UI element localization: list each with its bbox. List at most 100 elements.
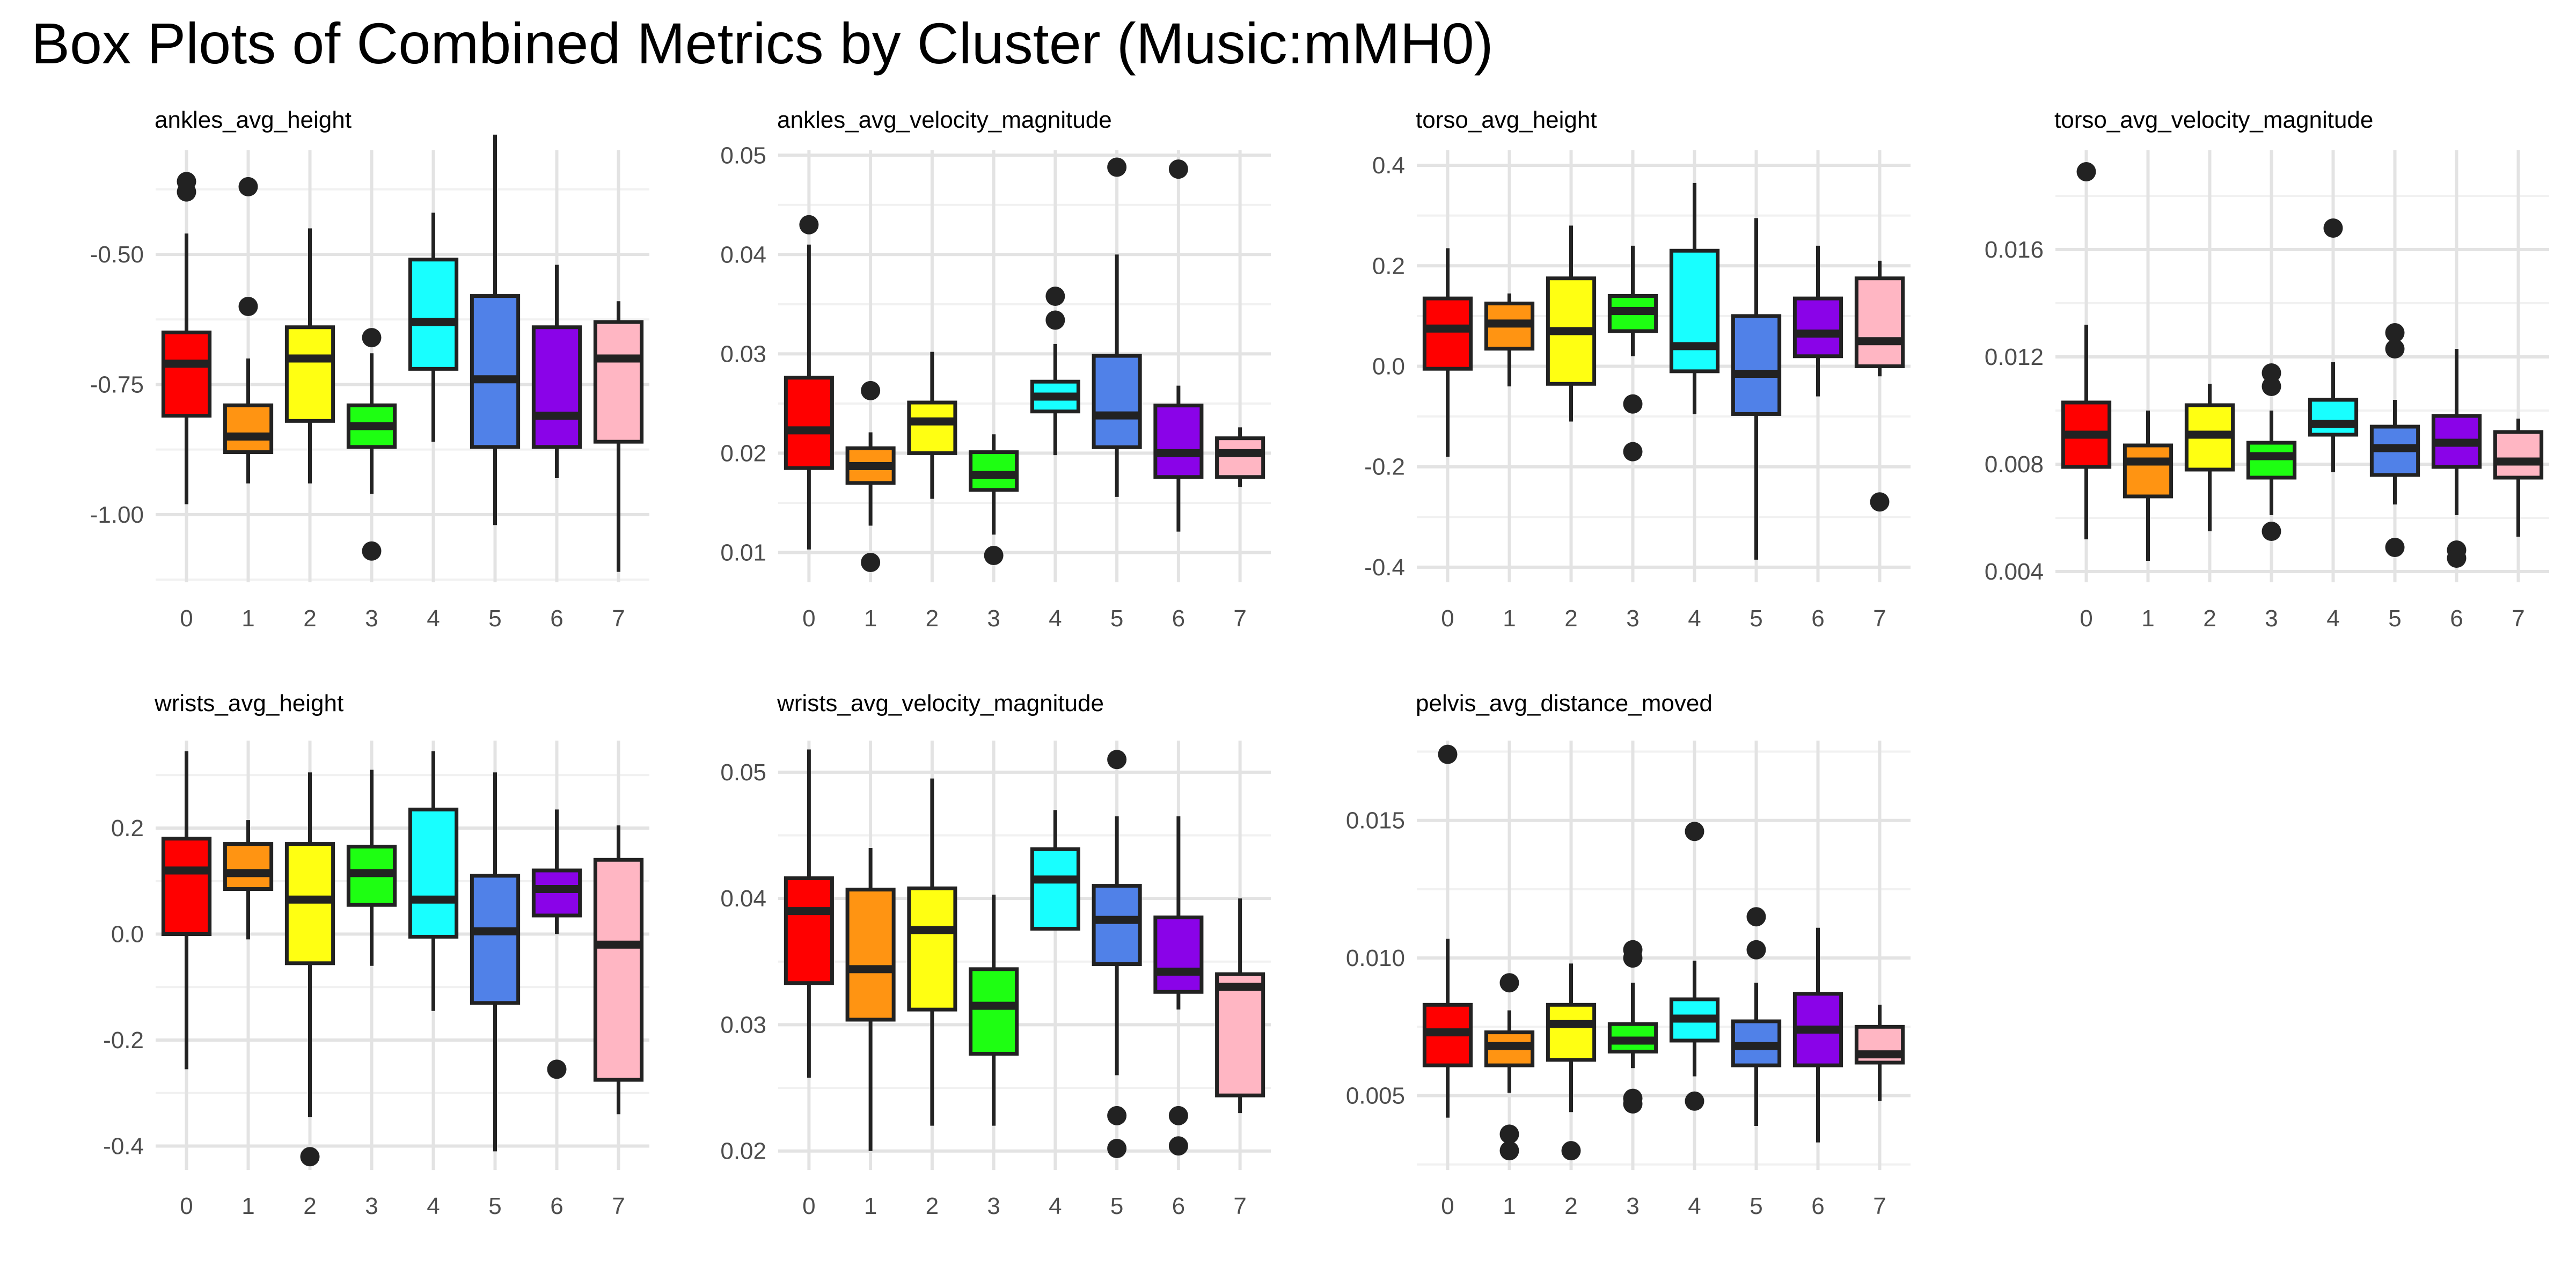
outlier-point <box>1107 750 1127 770</box>
x-tick-label: 6 <box>2450 605 2463 632</box>
x-tick-label: 6 <box>550 605 563 632</box>
box-body <box>161 837 212 936</box>
box-body <box>2308 398 2359 437</box>
box-body <box>1792 296 1843 358</box>
box-cluster-3 <box>2246 363 2297 541</box>
panel-title: wrists_avg_velocity_magnitude <box>777 690 1104 716</box>
panel-wrists_avg_height: wrists_avg_height -0.4 -0.2 0.0 0.2 0 1 2 3 4 5 6 7 <box>103 690 649 1219</box>
box-cluster-7 <box>2493 419 2544 537</box>
outlier-point <box>1107 1139 1127 1158</box>
x-tick-label: 5 <box>1750 1193 1762 1219</box>
box-cluster-6 <box>1792 927 1843 1143</box>
box-body <box>907 400 957 455</box>
box-body <box>161 330 212 418</box>
box-cluster-4 <box>1669 822 1720 1111</box>
x-tick-label: 4 <box>2326 605 2339 632</box>
x-tick-label: 3 <box>365 605 378 632</box>
box-cluster-6 <box>1792 245 1843 397</box>
box-cluster-0 <box>161 172 212 504</box>
x-tick-label: 6 <box>1811 605 1824 632</box>
box-cluster-4 <box>1669 182 1720 414</box>
box-cluster-0 <box>1422 744 1473 1118</box>
x-tick-label: 4 <box>1049 1193 1062 1219</box>
box-body <box>1854 276 1905 368</box>
panel-title: ankles_avg_velocity_magnitude <box>777 107 1112 133</box>
x-tick-label: 2 <box>2203 605 2216 632</box>
box-cluster-2 <box>1546 963 1597 1161</box>
x-tick-label: 5 <box>2388 605 2401 632</box>
outlier-point <box>2262 377 2281 396</box>
outlier-point <box>2262 522 2281 541</box>
box-body <box>1092 884 1142 966</box>
box-cluster-1 <box>223 820 274 940</box>
box-body <box>470 874 521 1005</box>
outlier-point <box>1499 1141 1519 1161</box>
box-cluster-4 <box>1030 287 1080 456</box>
box-cluster-6 <box>1153 816 1204 1156</box>
x-tick-label: 3 <box>1626 1193 1639 1219</box>
y-tick-label: 0.05 <box>720 142 766 169</box>
y-tick-label: -1.00 <box>90 502 144 528</box>
box-cluster-2 <box>284 772 335 1167</box>
box-body <box>1546 1002 1597 1062</box>
box-cluster-1 <box>845 380 896 572</box>
outlier-point <box>362 541 382 561</box>
outlier-point <box>861 380 881 400</box>
outlier-point <box>1623 948 1643 968</box>
x-tick-label: 4 <box>1049 605 1062 632</box>
box-cluster-4 <box>408 751 459 1011</box>
x-tick-label: 0 <box>2080 605 2092 632</box>
x-tick-label: 3 <box>365 1193 378 1219</box>
outlier-point <box>300 1147 320 1167</box>
box-cluster-1 <box>1484 293 1535 386</box>
box-cluster-4 <box>408 213 459 442</box>
x-tick-label: 3 <box>1626 605 1639 632</box>
box-cluster-4 <box>1030 810 1080 931</box>
box-body <box>408 258 459 371</box>
box-body <box>2493 430 2544 480</box>
box-body <box>1153 404 1204 479</box>
box-cluster-3 <box>346 328 397 561</box>
outlier-point <box>1623 442 1643 462</box>
y-tick-label: 0.03 <box>720 341 766 367</box>
box-cluster-1 <box>1484 973 1535 1161</box>
box-cluster-3 <box>1607 940 1658 1114</box>
box-cluster-5 <box>1731 907 1782 1126</box>
outlier-point <box>362 328 382 348</box>
x-tick-label: 1 <box>1503 605 1516 632</box>
x-tick-label: 0 <box>1441 605 1454 632</box>
panel-torso_avg_velocity_magnitude: torso_avg_velocity_magnitude 0.004 0.008 0.… <box>1985 107 2549 632</box>
y-tick-label: 0.2 <box>1372 253 1405 279</box>
x-tick-label: 5 <box>488 605 501 632</box>
outlier-point <box>2323 218 2343 238</box>
x-tick-label: 5 <box>1110 1193 1123 1219</box>
x-tick-label: 7 <box>1233 1193 1246 1219</box>
box-cluster-1 <box>223 177 274 484</box>
x-tick-label: 0 <box>802 605 815 632</box>
x-tick-label: 2 <box>926 1193 939 1219</box>
x-tick-label: 2 <box>303 1193 316 1219</box>
x-tick-label: 2 <box>1564 605 1577 632</box>
outlier-point <box>2385 323 2405 342</box>
outlier-point <box>2385 538 2405 557</box>
x-tick-label: 4 <box>1688 1193 1701 1219</box>
y-tick-label: 0.012 <box>1985 344 2044 370</box>
y-tick-label: 0.004 <box>1985 559 2044 585</box>
x-tick-label: 7 <box>612 1193 625 1219</box>
outlier-point <box>1870 492 1890 512</box>
outlier-point <box>238 177 258 196</box>
x-tick-label: 7 <box>1233 605 1246 632</box>
outlier-point <box>1623 394 1643 414</box>
x-tick-label: 2 <box>303 605 316 632</box>
box-body <box>784 376 834 470</box>
panel-title: ankles_avg_height <box>155 107 352 133</box>
x-tick-label: 1 <box>864 1193 877 1219</box>
x-tick-label: 3 <box>987 1193 1000 1219</box>
outlier-point <box>1499 973 1519 993</box>
x-tick-label: 5 <box>488 1193 501 1219</box>
y-tick-label: 0.02 <box>720 440 766 466</box>
box-body <box>1669 248 1720 374</box>
box-cluster-6 <box>531 809 582 1079</box>
x-tick-label: 0 <box>802 1193 815 1219</box>
